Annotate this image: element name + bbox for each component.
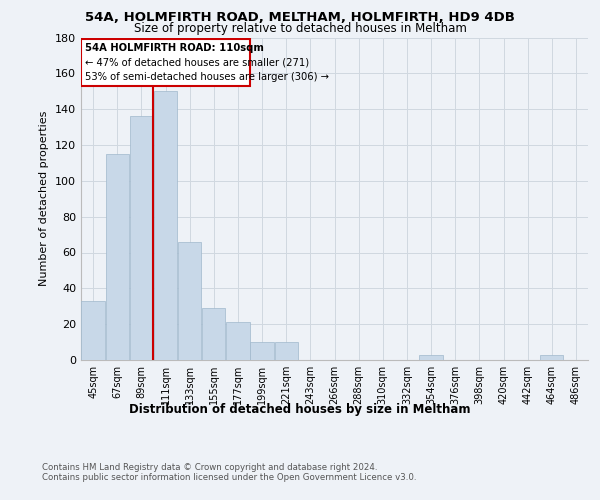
Text: ← 47% of detached houses are smaller (271): ← 47% of detached houses are smaller (27…: [85, 57, 309, 67]
Bar: [202, 308, 226, 360]
Text: Contains HM Land Registry data © Crown copyright and database right 2024.: Contains HM Land Registry data © Crown c…: [42, 462, 377, 471]
Text: Size of property relative to detached houses in Meltham: Size of property relative to detached ho…: [134, 22, 466, 35]
Bar: [154, 91, 177, 360]
Text: 54A HOLMFIRTH ROAD: 110sqm: 54A HOLMFIRTH ROAD: 110sqm: [85, 43, 264, 53]
Bar: [226, 322, 250, 360]
Text: Contains public sector information licensed under the Open Government Licence v3: Contains public sector information licen…: [42, 472, 416, 482]
FancyBboxPatch shape: [82, 40, 250, 86]
Bar: [275, 342, 298, 360]
Bar: [130, 116, 153, 360]
Bar: [178, 242, 202, 360]
Bar: [106, 154, 129, 360]
Text: 54A, HOLMFIRTH ROAD, MELTHAM, HOLMFIRTH, HD9 4DB: 54A, HOLMFIRTH ROAD, MELTHAM, HOLMFIRTH,…: [85, 11, 515, 24]
Bar: [419, 354, 443, 360]
Text: Distribution of detached houses by size in Meltham: Distribution of detached houses by size …: [129, 402, 471, 415]
Bar: [82, 301, 105, 360]
Text: 53% of semi-detached houses are larger (306) →: 53% of semi-detached houses are larger (…: [85, 72, 329, 82]
Y-axis label: Number of detached properties: Number of detached properties: [40, 111, 49, 286]
Bar: [250, 342, 274, 360]
Bar: [540, 354, 563, 360]
